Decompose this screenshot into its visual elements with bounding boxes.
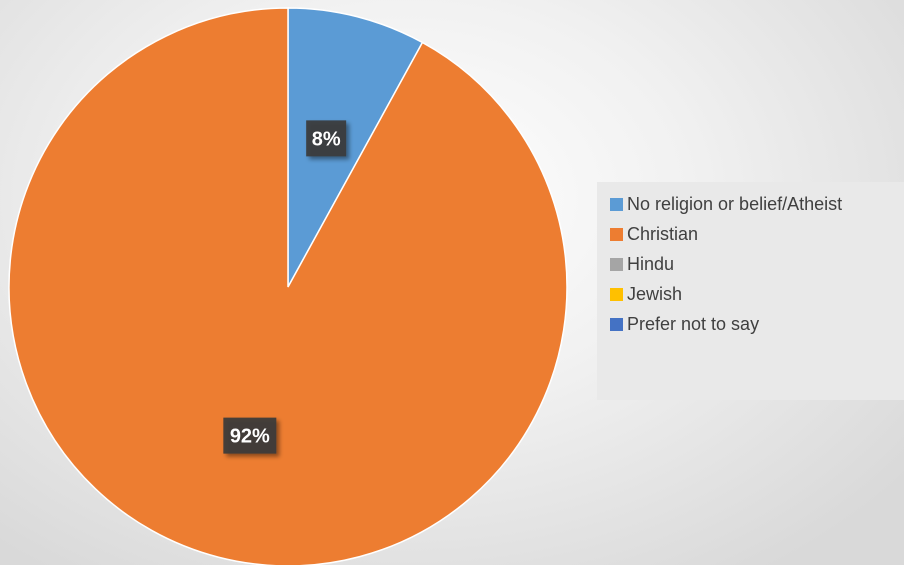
legend-item-no-religion: No religion or belief/Atheist (610, 190, 904, 219)
data-label-text-no-religion: 8% (312, 128, 341, 150)
pie-data-labels: 8% 92% (223, 120, 347, 454)
legend-label-hindu: Hindu (627, 254, 675, 274)
pie-slice-christian (8, 7, 568, 565)
legend-swatch-prefer-not-to-say (610, 318, 623, 331)
legend-label-christian: Christian (627, 224, 699, 244)
data-label-no-religion: 8% (306, 120, 347, 157)
data-label-christian: 92% (223, 417, 277, 454)
legend-label-jewish: Jewish (627, 284, 683, 304)
pie-slices (8, 7, 568, 565)
data-label-text-christian: 92% (230, 426, 270, 448)
data-label-box-no-religion (306, 120, 347, 157)
legend-item-jewish: Jewish (610, 280, 904, 309)
chart-legend: No religion or belief/Atheist Christian … (597, 182, 904, 400)
legend-item-hindu: Hindu (610, 250, 904, 279)
legend-swatch-christian (610, 228, 623, 241)
legend-swatch-jewish (610, 288, 623, 301)
legend-swatch-hindu (610, 258, 623, 271)
legend-label-no-religion: No religion or belief/Atheist (627, 194, 843, 214)
legend-item-prefer-not-to-say: Prefer not to say (610, 310, 904, 339)
pie-slice-no-religion (287, 7, 424, 288)
legend-item-christian: Christian (610, 220, 904, 249)
data-label-box-christian (223, 417, 277, 454)
legend-label-prefer-not-to-say: Prefer not to say (627, 314, 760, 334)
legend-swatch-no-religion (610, 198, 623, 211)
